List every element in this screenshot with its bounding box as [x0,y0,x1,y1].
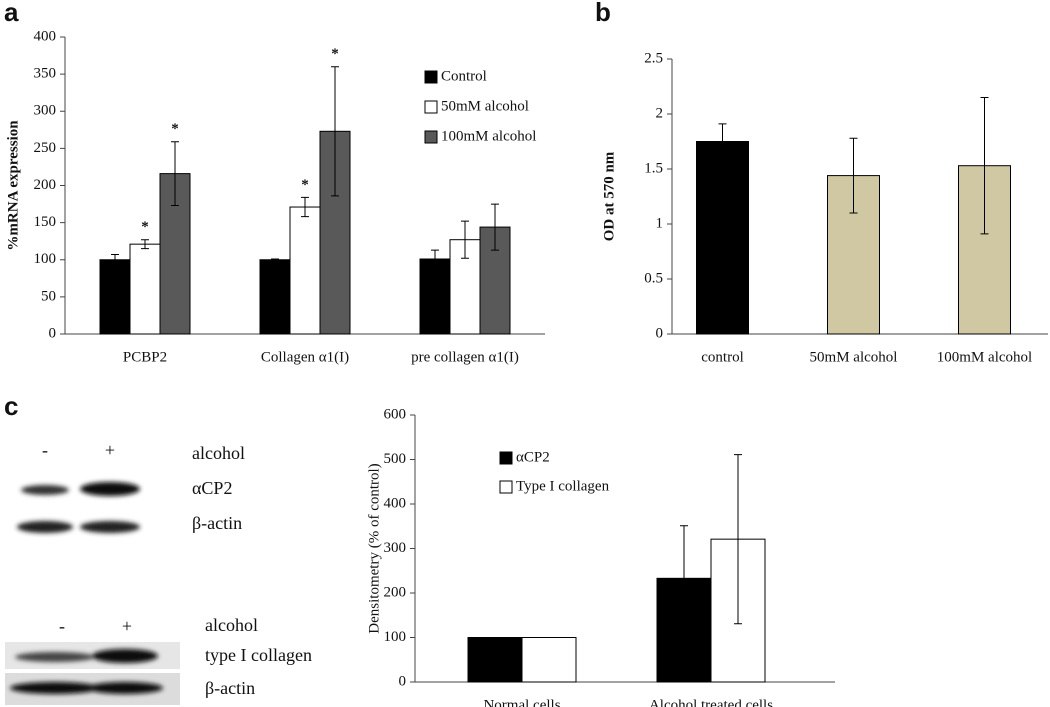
y-tick-label: 1.5 [644,160,663,176]
error-bar [171,141,179,207]
x-tick-label: 100mM alcohol [937,349,1032,365]
y-tick-label: 200 [384,584,407,600]
y-tick-label: 300 [384,540,407,556]
error-bar [111,254,119,266]
y-tick-label: 400 [34,28,57,44]
y-tick-label: 300 [34,103,57,119]
blot-bands [10,649,163,694]
y-tick-label: 100 [34,251,57,267]
legend-swatch [424,130,438,144]
y-tick-label: 600 [384,406,407,422]
y-axis-label: Densitometry (% of control) [366,463,382,633]
blot-bands [17,482,140,533]
legend-swatch [499,451,513,465]
blot-treatment: alcohol [192,443,245,463]
y-tick-label: 400 [384,495,407,511]
error-bar [491,203,499,251]
y-tick-label: 350 [34,66,57,82]
y-tick-label: 100 [384,629,407,645]
y-tick-label: 2.5 [644,50,663,66]
bar [289,206,321,335]
legend-label: 50mM alcohol [441,98,529,114]
significance-marker: * [141,219,149,235]
bar [521,637,577,683]
significance-marker: * [301,177,309,193]
y-axis-label: OD at 570 nm [601,151,617,241]
y-tick-label: 150 [34,214,57,230]
legend-swatch [424,70,438,84]
y-tick-label: 200 [34,177,57,193]
panel-label: a [4,0,19,27]
x-tick-label: 50mM alcohol [810,349,898,365]
blot-row-label: β-actin [192,513,242,533]
error-bar [980,97,989,235]
y-tick-label: 250 [34,140,57,156]
blot-treatment: alcohol [205,615,258,635]
y-tick-label: 50 [41,288,56,304]
significance-marker: * [331,46,339,62]
y-tick-label: 1 [656,215,664,231]
legend-label: 100mM alcohol [441,128,536,144]
blot-row-label: αCP2 [192,478,232,498]
error-bar [461,220,469,259]
x-tick-label: pre collagen α1(I) [411,349,519,365]
y-tick-label: 0 [399,673,407,689]
significance-marker: * [171,121,179,137]
panel-label: c [4,391,18,421]
y-tick-label: 0 [49,325,57,341]
x-tick-label: Alcohol treated cells [649,697,773,707]
legend-label: Type I collagen [516,478,610,494]
bar [696,141,749,335]
legend-label: αCP2 [516,449,550,465]
y-tick-label: 2 [656,105,664,121]
error-bar [718,123,727,160]
lane-label: - [59,616,65,636]
lane-label: + [122,616,132,636]
blot-row-label: type I collagen [205,645,312,665]
legend-swatch [424,100,438,114]
legend-swatch [499,480,513,494]
panel-label: b [595,0,611,27]
x-tick-label: Collagen α1(I) [261,349,349,365]
x-tick-label: Normal cells [483,697,560,707]
lane-label: - [42,440,48,460]
bar [129,243,161,335]
lane-label: + [105,440,115,460]
y-tick-label: 500 [384,451,407,467]
y-axis-label: %mRNA expression [5,120,21,251]
bar [467,637,523,683]
x-tick-label: PCBP2 [123,349,167,365]
bar [259,259,291,335]
blot-row-label: β-actin [205,678,255,698]
error-bar [849,137,858,214]
x-tick-label: control [701,349,744,365]
y-tick-label: 0.5 [644,270,663,286]
legend-label: Control [441,68,487,84]
error-bar [331,66,339,197]
error-bar [431,249,439,269]
bar [419,258,451,335]
bar [479,226,511,335]
error-bar [734,454,742,625]
error-bar [301,196,309,218]
error-bar [680,525,688,632]
y-tick-label: 0 [656,325,664,341]
bar [99,259,131,335]
error-bar [271,258,279,261]
error-bar [141,239,149,250]
